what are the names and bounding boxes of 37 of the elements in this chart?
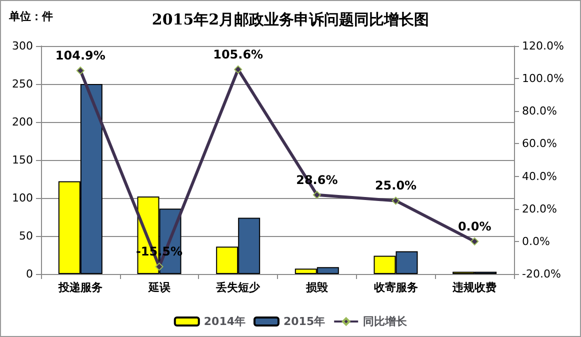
y2-tick-label: -20.0% [522, 268, 561, 280]
point [392, 196, 400, 205]
x-tick-label: 收寄服务 [374, 281, 418, 294]
chart-title: 2015年2月邮政业务申诉问题同比增长图 [152, 10, 430, 28]
point [234, 65, 242, 74]
x-tick-label: 损毁 [304, 281, 329, 294]
y-tick-label: 100 [12, 192, 33, 204]
y2-tick-label: 100.0% [522, 72, 564, 86]
legend-label: 2015年 [284, 315, 326, 328]
text: 单位：件 [8, 10, 53, 23]
data-label: -15.5% [136, 244, 183, 259]
y2-tick-label: 120.0% [522, 40, 564, 52]
y-tick-label: 200 [12, 116, 33, 128]
data-label: 105.6% [213, 47, 264, 62]
y-tick-label: 300 [12, 40, 33, 52]
x-tick-label: 延误 [147, 281, 172, 294]
y-tick-label: 50 [19, 230, 33, 242]
point [155, 262, 164, 271]
point [470, 237, 479, 246]
y-tick-label: 150 [12, 154, 33, 166]
y2-tick-label: 80.0% [522, 104, 557, 118]
data-label: 0.0% [458, 219, 492, 234]
point [312, 190, 321, 199]
legend-label: 2014年 [204, 315, 246, 328]
x-tick-label: 丢失短少 [215, 281, 262, 294]
x-tick-label: 投递服务 [57, 281, 102, 294]
data-label: 104.9% [55, 48, 106, 63]
data-label: 25.0% [374, 178, 417, 193]
y2-tick-label: 40.0% [522, 170, 557, 183]
legend-label: 同比增长 [363, 315, 408, 328]
y2-tick-label: 60.0% [522, 137, 557, 150]
y-tick-label: 250 [12, 78, 33, 90]
y-tick-label: 0 [26, 268, 33, 280]
x-tick-label: 违规收费 [452, 281, 497, 294]
y2-tick-label: 20.0% [522, 202, 557, 216]
point [76, 66, 84, 75]
y2-tick-label: 0.0% [522, 234, 550, 248]
